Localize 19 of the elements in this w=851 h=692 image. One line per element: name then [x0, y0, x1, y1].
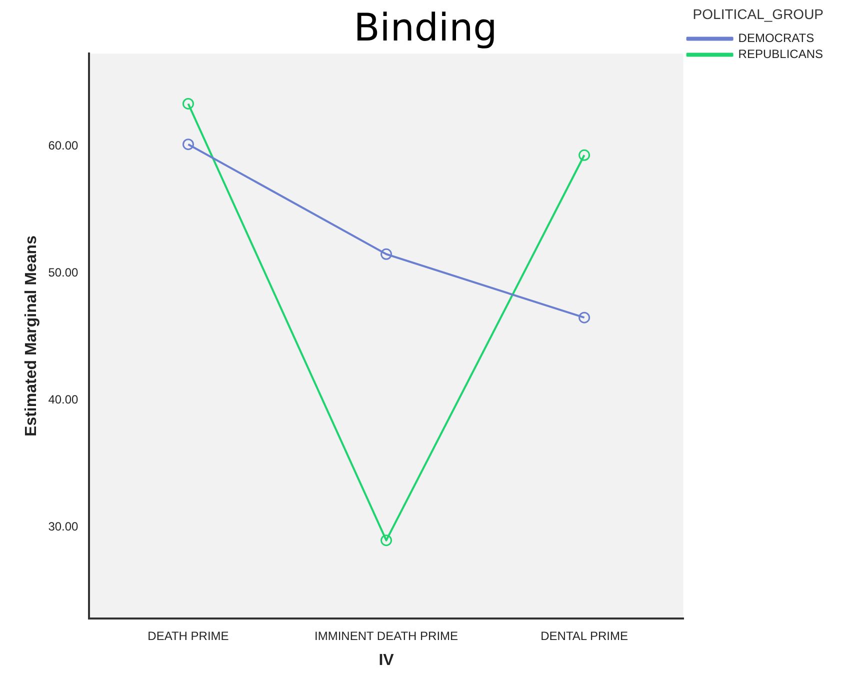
point	[578, 149, 590, 161]
point	[578, 312, 590, 324]
legend-label: REPUBLICANS	[738, 47, 824, 62]
y-tick-label: 50.00	[48, 265, 79, 280]
chart-title: Binding	[354, 6, 498, 50]
y-axis-title: Estimated Marginal Means	[23, 235, 40, 436]
legend-title: POLITICAL_GROUP	[692, 6, 824, 22]
x-tick-label: DENTAL PRIME	[540, 628, 628, 643]
point	[380, 248, 392, 260]
x-tick-label: IMMINENT DEATH PRIME	[314, 628, 458, 643]
x-tick-label: DEATH PRIME	[148, 628, 229, 643]
x-axis-title: IV	[378, 652, 394, 669]
point	[182, 138, 194, 150]
y-tick-label: 30.00	[48, 519, 79, 534]
point	[380, 534, 392, 546]
y-tick-label: 40.00	[48, 392, 79, 406]
point	[182, 98, 194, 110]
legend-label: DEMOCRATS	[738, 31, 814, 46]
y-tick-label: 60.00	[48, 138, 79, 153]
